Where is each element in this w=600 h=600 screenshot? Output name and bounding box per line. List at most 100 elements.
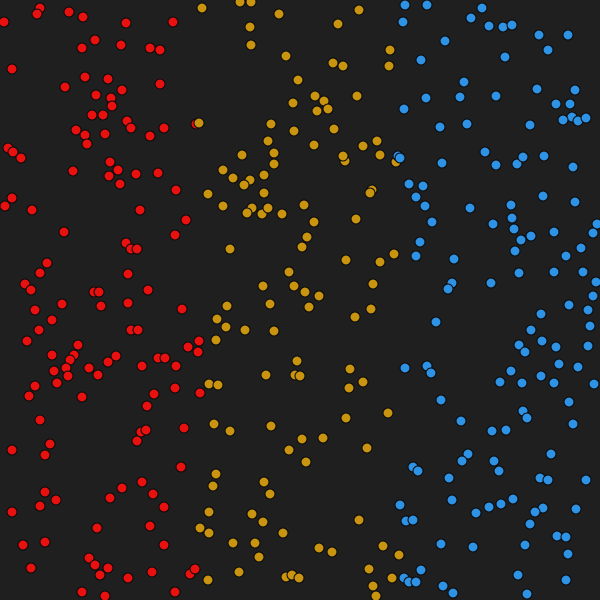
blue-dot-104: [444, 473, 454, 483]
gold-dot-21: [266, 119, 276, 129]
red-dot-89: [52, 378, 62, 388]
blue-dot-136: [522, 589, 532, 599]
gold-dot-61: [289, 281, 299, 291]
gold-dot-30: [375, 150, 385, 160]
red-dot-41: [115, 179, 125, 189]
blue-dot-44: [465, 203, 475, 213]
blue-dot-56: [415, 237, 425, 247]
blue-dot-7: [398, 17, 408, 27]
blue-dot-99: [501, 425, 511, 435]
red-dot-35: [105, 157, 115, 167]
blue-dot-63: [549, 267, 559, 277]
blue-dot-101: [457, 456, 467, 466]
gold-dot-22: [289, 126, 299, 136]
red-dot-124: [123, 573, 133, 583]
gold-dot-5: [333, 19, 343, 29]
gold-dot-4: [245, 22, 255, 32]
blue-dot-4: [484, 21, 494, 31]
red-dot-129: [77, 587, 87, 597]
blue-dot-59: [576, 243, 586, 253]
gold-dot-104: [250, 538, 260, 548]
gold-dot-55: [302, 232, 312, 242]
blue-dot-61: [561, 251, 571, 261]
blue-dot-24: [558, 115, 568, 125]
red-dot-92: [170, 383, 180, 393]
gold-dot-10: [338, 61, 348, 71]
blue-dot-88: [495, 377, 505, 387]
gold-dot-96: [259, 477, 269, 487]
red-dot-48: [59, 227, 69, 237]
blue-dot-37: [395, 153, 405, 163]
red-dot-53: [42, 258, 52, 268]
gold-dot-37: [203, 189, 213, 199]
red-dot-109: [105, 493, 115, 503]
gold-dot-34: [269, 159, 279, 169]
gold-dot-12: [384, 61, 394, 71]
gold-dot-86: [225, 426, 235, 436]
red-dot-23: [71, 125, 81, 135]
gold-dot-18: [312, 106, 322, 116]
gold-dot-23: [329, 124, 339, 134]
blue-dot-78: [520, 347, 530, 357]
blue-dot-50: [516, 235, 526, 245]
red-dot-73: [194, 336, 204, 346]
red-dot-7: [77, 43, 87, 53]
blue-dot-67: [443, 284, 453, 294]
red-dot-106: [137, 477, 147, 487]
gold-dot-17: [288, 98, 298, 108]
blue-dot-72: [536, 309, 546, 319]
red-dot-80: [160, 353, 170, 363]
gold-dot-83: [213, 380, 223, 390]
blue-dot-97: [456, 416, 466, 426]
gold-dot-79: [345, 364, 355, 374]
red-dot-117: [40, 537, 50, 547]
red-dot-52: [170, 230, 180, 240]
gold-dot-64: [265, 299, 275, 309]
gold-dot-66: [368, 279, 378, 289]
blue-dot-123: [520, 540, 530, 550]
gold-dot-65: [304, 302, 314, 312]
red-dot-101: [132, 436, 142, 446]
red-dot-90: [30, 381, 40, 391]
gold-dot-74: [366, 304, 376, 314]
blue-dot-73: [431, 317, 441, 327]
blue-dot-69: [588, 291, 598, 301]
blue-dot-28: [462, 119, 472, 129]
gold-dot-99: [247, 509, 257, 519]
red-dot-96: [142, 401, 152, 411]
blue-dot-110: [413, 466, 423, 476]
gold-dot-47: [299, 200, 309, 210]
blue-dot-74: [585, 321, 595, 331]
gold-dot-72: [269, 326, 279, 336]
red-dot-30: [159, 123, 169, 133]
gold-dot-98: [204, 507, 214, 517]
gold-dot-2: [246, 0, 256, 7]
blue-dot-103: [494, 466, 504, 476]
red-dot-39: [68, 166, 78, 176]
red-dot-105: [176, 462, 186, 472]
blue-dot-118: [525, 519, 535, 529]
blue-dot-60: [510, 246, 520, 256]
red-dot-37: [131, 169, 141, 179]
gold-dot-116: [203, 575, 213, 585]
red-dot-57: [26, 285, 36, 295]
blue-dot-119: [571, 504, 581, 514]
blue-dot-14: [459, 77, 469, 87]
gold-dot-6: [354, 5, 364, 15]
gold-dot-78: [261, 370, 271, 380]
blue-dot-132: [411, 577, 421, 587]
red-dot-130: [100, 591, 110, 600]
red-dot-91: [149, 389, 159, 399]
gold-dot-85: [209, 419, 219, 429]
blue-dot-31: [491, 160, 501, 170]
blue-dot-112: [484, 502, 494, 512]
blue-dot-47: [488, 219, 498, 229]
blue-dot-64: [578, 267, 588, 277]
blue-dot-89: [517, 378, 527, 388]
gold-dot-84: [383, 408, 393, 418]
gold-dot-13: [293, 75, 303, 85]
red-dot-51: [132, 244, 142, 254]
blue-dot-65: [591, 277, 600, 287]
